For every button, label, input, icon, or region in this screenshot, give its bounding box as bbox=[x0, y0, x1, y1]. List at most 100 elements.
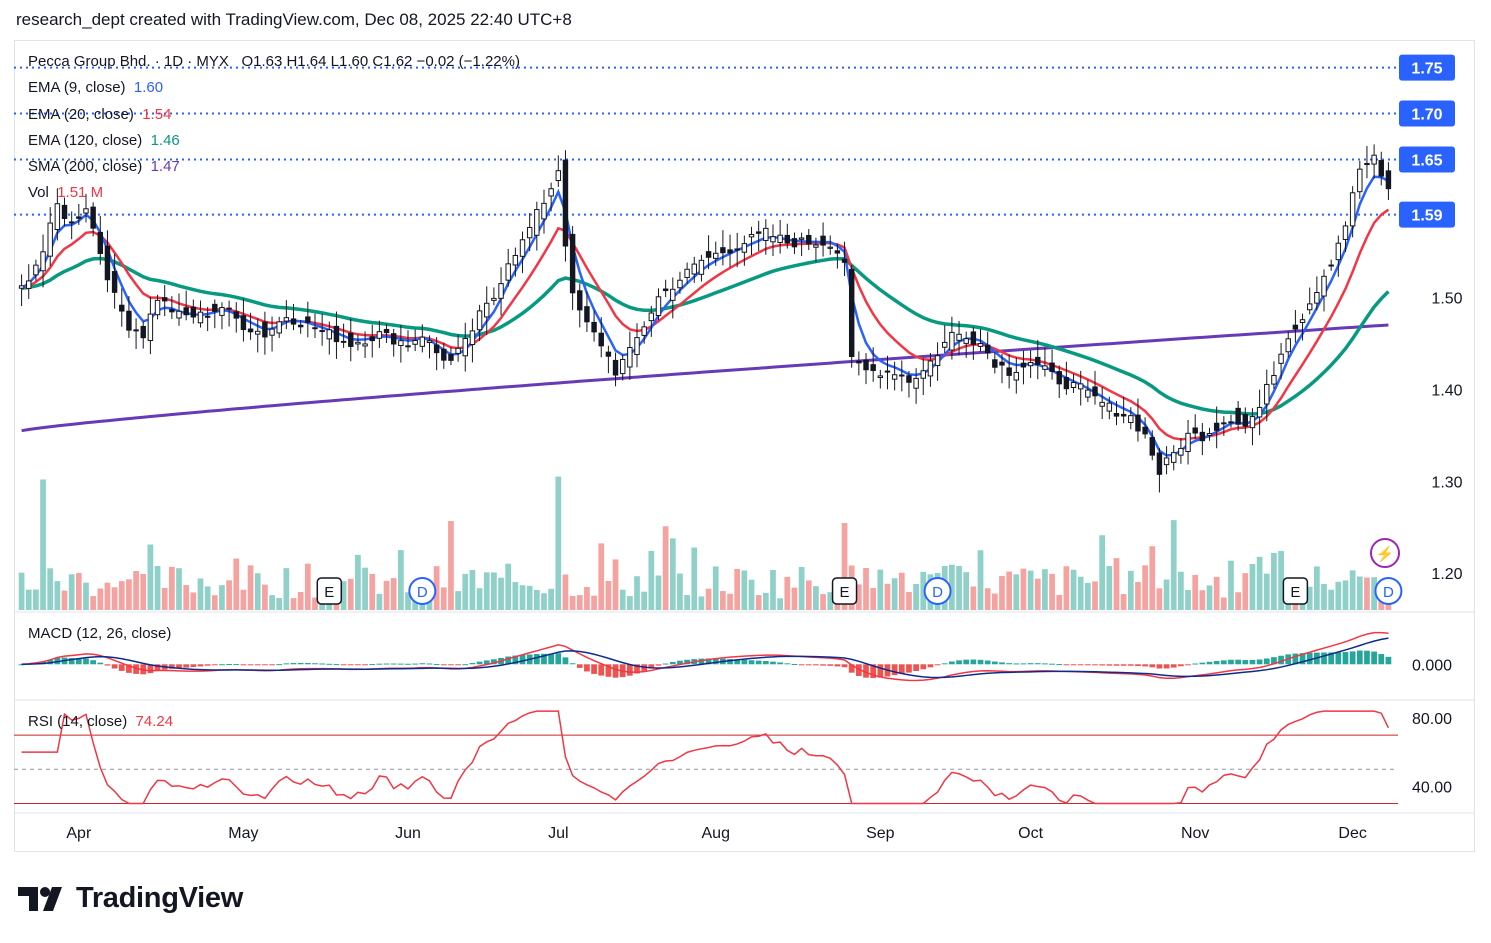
macd-histogram-bar bbox=[1235, 659, 1242, 665]
candle-body bbox=[1035, 356, 1041, 365]
candle-body bbox=[1378, 160, 1384, 177]
volume-bar bbox=[75, 573, 82, 610]
candle-body bbox=[634, 337, 640, 356]
volume-bar bbox=[1192, 574, 1199, 610]
volume-bar bbox=[1271, 552, 1277, 610]
candle-body bbox=[627, 346, 633, 368]
sma200-legend[interactable]: SMA (200, close) 1.47 bbox=[28, 158, 180, 175]
macd-histogram-bar bbox=[1099, 664, 1106, 666]
ema9-value: 1.60 bbox=[133, 79, 164, 96]
volume-bar bbox=[970, 586, 977, 610]
tradingview-logo[interactable]: TradingView bbox=[18, 882, 243, 915]
candle-body bbox=[355, 341, 361, 345]
volume-bar bbox=[655, 575, 662, 610]
macd-histogram-bar bbox=[791, 664, 798, 666]
candle-body bbox=[390, 333, 397, 345]
candle-body bbox=[169, 309, 175, 313]
volume-legend[interactable]: Vol 1.51 M bbox=[28, 184, 103, 201]
candle-body bbox=[670, 288, 676, 301]
candle-body bbox=[591, 321, 597, 333]
candle-body bbox=[584, 306, 590, 323]
rsi-legend[interactable]: RSI (14, close) 74.24 bbox=[28, 713, 173, 730]
rsi-label: RSI (14, close) bbox=[28, 713, 128, 730]
macd-legend[interactable]: MACD (12, 26, close) bbox=[28, 625, 171, 642]
candle-body bbox=[827, 246, 833, 249]
candle-body bbox=[956, 333, 962, 341]
candle-body bbox=[398, 340, 404, 346]
candle-body bbox=[455, 347, 461, 354]
month-label: Dec bbox=[1338, 825, 1366, 842]
volume-bar bbox=[1306, 586, 1313, 610]
volume-bar bbox=[469, 570, 476, 610]
candle-body bbox=[1364, 163, 1370, 166]
volume-bar bbox=[619, 589, 626, 610]
earnings-marker bbox=[831, 577, 858, 605]
macd-histogram-bar bbox=[533, 654, 540, 665]
candle-body bbox=[233, 311, 239, 319]
volume-bar bbox=[526, 585, 533, 610]
macd-histogram-bar bbox=[269, 664, 275, 666]
volume-bar bbox=[605, 580, 612, 610]
candle-body bbox=[183, 307, 189, 316]
macd-histogram-bar bbox=[1135, 664, 1141, 666]
macd-histogram-bar bbox=[1228, 659, 1234, 665]
candle-body bbox=[949, 331, 955, 351]
macd-histogram-bar bbox=[1292, 653, 1299, 665]
ema20-legend[interactable]: EMA (20, close) 1.54 bbox=[28, 106, 171, 123]
volume-bar bbox=[1077, 576, 1084, 610]
volume-bar bbox=[712, 566, 719, 610]
candle-body bbox=[97, 231, 104, 254]
volume-bar bbox=[1056, 594, 1063, 610]
macd-tick-label: 0.000 bbox=[1412, 657, 1452, 674]
candle-body bbox=[519, 239, 526, 257]
volume-bar bbox=[755, 595, 762, 610]
ema9-legend[interactable]: EMA (9, close) 1.60 bbox=[28, 79, 163, 96]
macd-histogram-bar bbox=[1328, 652, 1335, 665]
macd-histogram-bar bbox=[390, 663, 397, 665]
macd-histogram-bar bbox=[1385, 656, 1392, 665]
price-tick-label: 1.40 bbox=[1431, 382, 1462, 399]
volume-bar bbox=[433, 566, 440, 610]
candle-body bbox=[856, 360, 862, 364]
volume-bar bbox=[247, 565, 254, 610]
macd-histogram-bar bbox=[183, 664, 190, 668]
volume-bar bbox=[68, 574, 75, 610]
volume-bar bbox=[691, 547, 698, 610]
volume-bar bbox=[662, 526, 669, 610]
macd-histogram-bar bbox=[1056, 664, 1063, 666]
ema120-legend[interactable]: EMA (120, close) 1.46 bbox=[28, 132, 180, 149]
macd-histogram-bar bbox=[662, 663, 669, 665]
candle-body bbox=[977, 343, 984, 347]
symbol-legend[interactable]: Pecca Group Bhd. · 1D · MYX O1.63 H1.64 … bbox=[28, 53, 520, 70]
volume-bar bbox=[83, 582, 89, 610]
volume-bar bbox=[705, 588, 712, 610]
macd-histogram-bar bbox=[448, 664, 454, 666]
candle-body bbox=[720, 247, 726, 254]
candle-body bbox=[999, 361, 1005, 366]
volume-bar bbox=[254, 573, 261, 610]
volume-bar bbox=[648, 550, 655, 610]
macd-histogram-bar bbox=[18, 664, 25, 666]
macd-histogram-bar bbox=[813, 664, 819, 666]
lightning-icon: ⚡ bbox=[1376, 545, 1395, 563]
volume-bar bbox=[168, 566, 175, 610]
volume-bar bbox=[226, 580, 232, 610]
volume-bar bbox=[1256, 556, 1263, 610]
macd-histogram-bar bbox=[920, 664, 927, 670]
volume-bar bbox=[1063, 566, 1070, 610]
macd-line bbox=[21, 631, 1389, 682]
volume-bar bbox=[1235, 592, 1242, 610]
candle-body bbox=[1385, 170, 1392, 190]
candle-body bbox=[1242, 413, 1249, 427]
candle-body bbox=[1199, 431, 1206, 442]
price-level-badge bbox=[1399, 100, 1455, 127]
candle-body bbox=[204, 315, 211, 318]
candle-body bbox=[305, 316, 311, 323]
candle-body bbox=[1063, 377, 1070, 390]
candle-body bbox=[47, 222, 53, 257]
macd-histogram-bar bbox=[240, 664, 247, 666]
volume-bar bbox=[1220, 597, 1227, 610]
candle-body bbox=[820, 235, 826, 246]
candle-body bbox=[68, 221, 75, 224]
